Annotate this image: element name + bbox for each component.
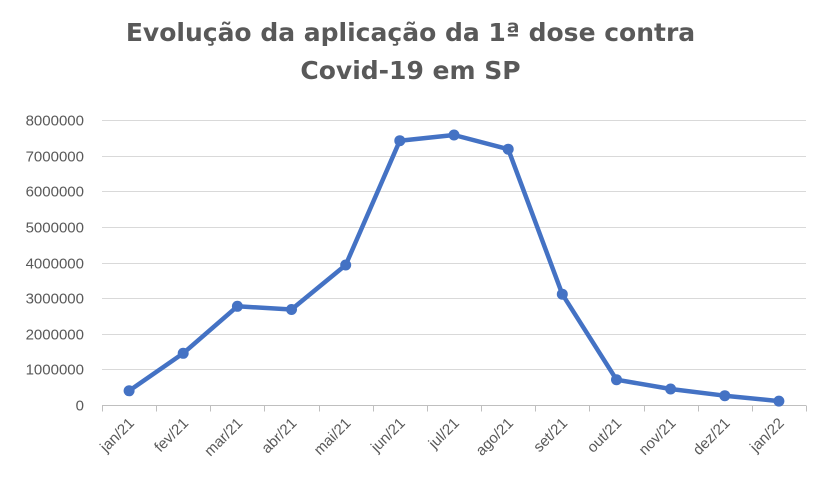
data-point xyxy=(773,395,785,407)
data-point xyxy=(502,143,514,155)
y-tick-label: 5000000 xyxy=(26,220,84,237)
x-tick-label: set/21 xyxy=(530,415,571,456)
x-tick-label: nov/21 xyxy=(636,415,680,459)
y-tick-label: 7000000 xyxy=(26,149,84,166)
y-tick-label: 2000000 xyxy=(26,327,84,344)
data-point xyxy=(611,374,622,386)
chart-title: Evolução da aplicação da 1ª dose contra … xyxy=(0,14,821,90)
series xyxy=(123,129,785,407)
y-tick-label: 8000000 xyxy=(26,113,84,130)
data-point xyxy=(340,259,352,271)
x-tick-label: jul/21 xyxy=(425,415,463,453)
x-tick-label: mar/21 xyxy=(201,415,246,460)
y-tick-label: 1000000 xyxy=(26,362,84,379)
x-tick-label: abr/21 xyxy=(258,415,300,457)
data-point xyxy=(394,135,406,147)
x-tick-label: out/21 xyxy=(584,415,626,457)
data-point xyxy=(448,129,460,141)
data-point xyxy=(719,390,731,402)
y-tick-label: 3000000 xyxy=(26,291,84,308)
y-tick-label: 4000000 xyxy=(26,256,84,273)
data-point xyxy=(231,300,243,312)
data-point xyxy=(177,347,189,359)
data-point xyxy=(556,288,568,300)
x-tick-label: ago/21 xyxy=(473,415,517,459)
y-tick-label: 6000000 xyxy=(26,184,84,201)
axes: 0 1000000 2000000 3000000 4000000 5000000 6000… xyxy=(26,113,807,460)
x-tick-label: fev/21 xyxy=(151,415,192,456)
x-tick-label: jun/21 xyxy=(367,415,409,457)
chart-title-line-2: Covid-19 em SP xyxy=(300,56,521,85)
data-point xyxy=(123,385,135,397)
data-point xyxy=(286,304,297,315)
y-tick-label: 0 xyxy=(76,398,84,415)
x-tick-label: dez/21 xyxy=(690,415,734,459)
x-tick-label: jan/22 xyxy=(746,415,788,457)
chart-title-line-1: Evolução da aplicação da 1ª dose contra xyxy=(125,18,696,47)
x-tick-label: mai/21 xyxy=(311,415,355,459)
data-point xyxy=(665,383,677,395)
gridlines xyxy=(102,120,806,370)
x-tick-label: jan/21 xyxy=(96,415,138,457)
series-line xyxy=(126,132,782,404)
